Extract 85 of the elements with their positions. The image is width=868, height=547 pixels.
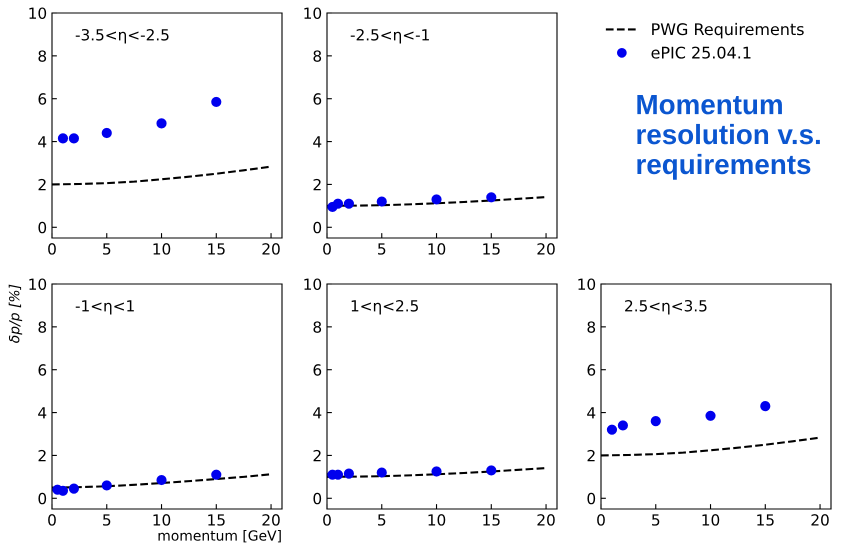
y-tick-label: 10: [304, 278, 322, 290]
point: [68, 133, 79, 144]
y-tick-label: 0: [587, 492, 596, 504]
y-tick-label: 6: [587, 364, 596, 376]
x-tick-label: 0: [597, 514, 605, 526]
y-tick-label: 2: [38, 450, 46, 462]
text: Momentum resolution v.s. requirements: [637, 95, 820, 180]
x-tick-label: 20: [262, 514, 280, 526]
x-tick-label: 20: [811, 514, 829, 526]
y-tick-label: 8: [313, 50, 322, 62]
x-axis-title: momentum [GeV]: [158, 530, 281, 542]
y-tick-label: 4: [313, 136, 322, 148]
y-tick-label: 0: [313, 492, 322, 504]
y-tick-label: 2: [588, 450, 595, 462]
point: [156, 118, 167, 128]
y-tick-label: 8: [313, 321, 322, 333]
point: [58, 486, 68, 496]
y-tick-label: 8: [587, 321, 596, 333]
x-tick-label: 5: [378, 514, 386, 526]
y-tick-label: 2: [38, 178, 46, 190]
x-tick-label: 5: [378, 243, 386, 255]
point: [431, 194, 442, 205]
x-tick-label: 0: [323, 514, 331, 526]
y-tick-label: 10: [578, 278, 596, 290]
y-axis-title: δp/p [%]: [8, 284, 22, 343]
point: [760, 401, 770, 412]
y-tick-label: 10: [29, 278, 46, 290]
y-tick-label: 0: [313, 222, 322, 234]
x-tick-label: 5: [103, 514, 110, 526]
x-tick-label: 20: [537, 514, 555, 526]
annotation: -3.5<η<-2.5: [76, 29, 169, 44]
y-tick-label: 0: [38, 222, 46, 234]
point: [376, 196, 387, 207]
point: [102, 128, 112, 138]
legend-label: PWG Requirements: [652, 22, 804, 38]
annotation: 2.5<η<3.5: [625, 300, 707, 315]
point: [102, 480, 112, 491]
x-tick-label: 10: [428, 243, 446, 255]
x-tick-label: 0: [48, 514, 56, 526]
y-tick-label: 4: [313, 407, 322, 418]
y-tick-label: 8: [38, 321, 46, 333]
legend-label: ePIC 25.04.1: [651, 46, 750, 59]
x-tick-label: 10: [428, 514, 446, 526]
point: [344, 198, 354, 209]
y-tick-label: 4: [587, 407, 596, 418]
y-tick-label: 4: [38, 407, 46, 418]
x-tick-label: 15: [208, 514, 225, 526]
x-tick-label: 15: [757, 514, 774, 526]
x-tick-label: 15: [483, 243, 500, 255]
point: [332, 198, 344, 209]
x-tick-label: 15: [208, 243, 225, 255]
x-tick-label: 10: [153, 243, 170, 255]
point: [650, 416, 661, 426]
y-tick-label: 6: [313, 93, 322, 105]
annotation: -2.5<η<-1: [350, 29, 429, 44]
y-tick-label: 2: [314, 450, 321, 462]
point: [211, 96, 222, 108]
x-tick-label: 10: [153, 514, 170, 526]
x-tick-label: 5: [652, 514, 660, 526]
x-tick-label: 20: [262, 243, 280, 255]
y-tick-label: 8: [38, 50, 46, 62]
point: [211, 470, 222, 480]
x-tick-label: 0: [48, 243, 56, 255]
y-tick-label: 6: [313, 364, 322, 376]
x-tick-label: 20: [537, 243, 555, 255]
y-tick-label: 4: [38, 136, 46, 148]
point: [618, 420, 628, 431]
x-tick-label: 0: [323, 243, 331, 255]
point: [68, 484, 79, 494]
y-tick-label: 0: [38, 492, 46, 504]
y-tick-label: 6: [38, 364, 46, 376]
point: [58, 133, 68, 144]
x-tick-label: 15: [483, 514, 500, 526]
x-tick-label: 5: [103, 243, 110, 255]
point: [156, 474, 167, 486]
point: [705, 410, 716, 421]
y-tick-label: 10: [304, 7, 322, 20]
y-tick-label: 6: [38, 93, 46, 105]
annotation: -1<η<1: [76, 300, 134, 315]
annotation: 1<η<2.5: [352, 300, 418, 315]
point: [606, 424, 618, 435]
x-tick-label: 10: [702, 514, 720, 526]
point: [486, 192, 496, 202]
y-tick-label: 2: [314, 178, 321, 190]
y-tick-label: 10: [29, 7, 46, 20]
